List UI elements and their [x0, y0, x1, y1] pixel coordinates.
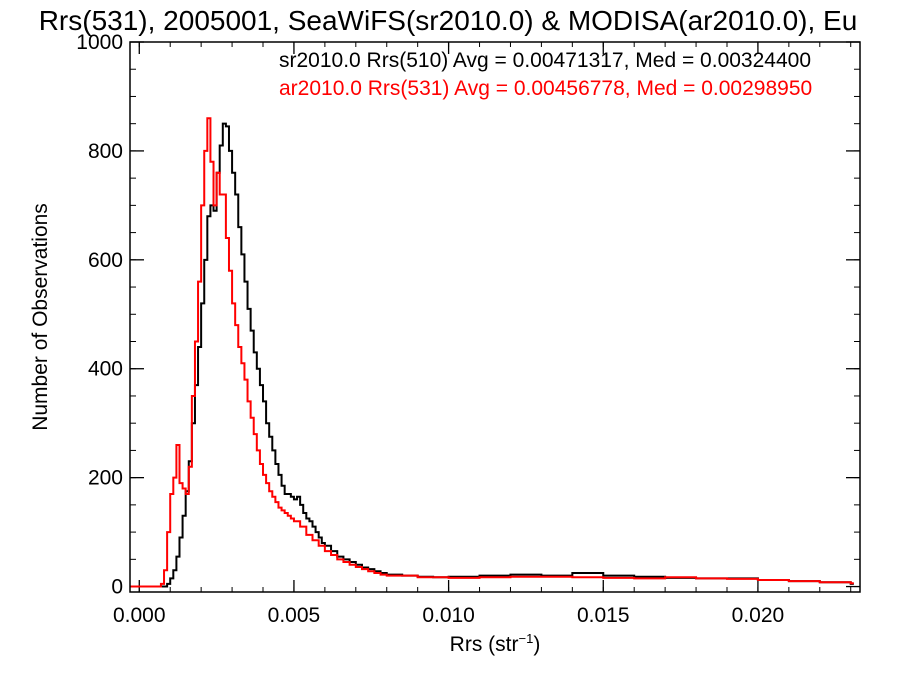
y-tick-label: 0	[111, 576, 123, 599]
y-tick-label: 800	[88, 140, 123, 163]
series-line-ar2010	[130, 117, 854, 588]
y-axis-label: Number of Observations	[29, 203, 52, 431]
x-tick-label: 0.020	[732, 604, 785, 627]
x-tick-label: 0.005	[268, 604, 321, 627]
legend-entry-sr2010: sr2010.0 Rrs(510) Avg = 0.00471317, Med …	[279, 49, 811, 72]
y-tick-labels: 0 200 400 600 800 1000	[76, 31, 123, 599]
y-tick-label: 200	[88, 467, 123, 490]
x-tick-label: 0.010	[422, 604, 475, 627]
y-tick-label: 1000	[76, 31, 123, 54]
x-axis-label: Rrs (str−1)	[450, 631, 541, 656]
x-axis-label-superscript: −1	[519, 631, 534, 646]
plot-frame	[129, 41, 861, 593]
x-tick-labels: 0.000 0.005 0.010 0.015 0.020	[113, 604, 784, 627]
x-tick-label: 0.000	[113, 604, 166, 627]
legend: sr2010.0 Rrs(510) Avg = 0.00471317, Med …	[279, 49, 812, 100]
x-axis-label-main: Rrs (str	[450, 633, 519, 656]
chart-title: Rrs(531), 2005001, SeaWiFS(sr2010.0) & M…	[39, 5, 858, 36]
x-axis-label-tail: )	[533, 633, 540, 656]
legend-entry-ar2010: ar2010.0 Rrs(531) Avg = 0.00456778, Med …	[279, 77, 812, 100]
y-tick-label: 600	[88, 249, 123, 272]
y-tick-label: 400	[88, 358, 123, 381]
x-tick-label: 0.015	[577, 604, 630, 627]
series-layer	[130, 117, 854, 588]
